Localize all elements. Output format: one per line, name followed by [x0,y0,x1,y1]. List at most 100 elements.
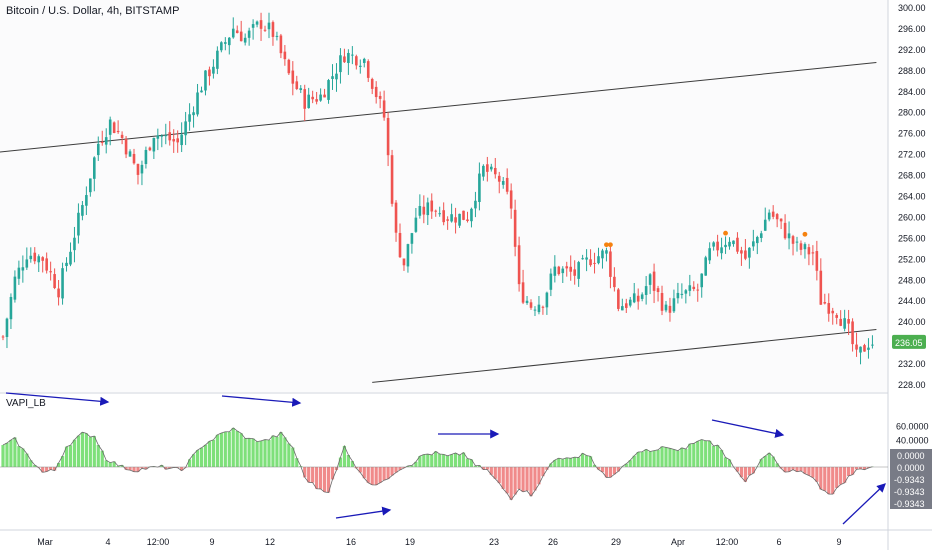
last-price-tag [892,334,926,349]
candle-body [442,210,445,223]
candle-body [628,299,632,306]
price-tick-label: 264.00 [898,192,926,202]
price-tick-label: 296.00 [898,24,926,34]
candle-body [192,112,195,116]
candle-body [557,266,561,275]
candle-body [517,245,521,285]
candle-body [648,274,652,285]
candle-body [466,219,469,222]
time-tick-label: 12 [265,537,275,547]
candle-body [656,288,660,293]
value-tag-label: -0.9343 [894,487,925,497]
candle-body [775,214,779,220]
candle-body [831,310,835,314]
candle-body [624,303,628,308]
candle-body [601,250,604,259]
candle-body [736,237,739,252]
value-tag-label: 0.0000 [897,463,925,473]
candle-body [716,241,719,251]
price-tick-label: 284.00 [898,87,926,97]
candle-body [458,213,461,226]
candle-body [339,55,342,73]
candle-body [791,236,795,244]
candle-body [803,244,807,250]
candle-body [283,51,287,60]
candle-body [617,289,620,309]
price-axis: 300.00 296.00 292.00 288.00 284.00 280.00 276.… [890,3,932,509]
candle-body [243,37,247,43]
candle-body [446,219,449,221]
candle-body [632,293,636,303]
candle-body [847,319,850,324]
signal-dot [802,231,808,237]
candle-body [17,267,21,279]
candle-body [573,269,576,276]
candle-body [859,346,862,353]
candle-body [525,300,529,304]
time-tick-label: 9 [209,537,214,547]
candle-body [799,243,803,250]
candle-body [271,22,275,37]
candle-body [767,212,771,220]
candle-body [386,117,390,156]
candle-body [85,195,88,206]
price-tick-label: 248.00 [898,275,926,285]
candle-body [636,295,640,302]
candle-body [227,37,231,46]
candle-body [565,266,569,269]
candle-body [553,266,557,276]
candle-body [176,138,179,143]
candle-body [327,80,330,100]
trend-line [372,329,877,383]
candle-body [160,135,164,137]
candle-body [438,213,441,215]
value-tag [890,485,932,497]
candle-body [410,233,414,244]
candle-body [581,258,584,260]
candle-body [188,114,191,122]
candle-body [545,292,549,308]
candle-body [418,206,422,216]
candle-body [255,21,259,25]
candle-body [124,138,128,155]
candle-body [275,35,279,37]
candle-body [640,294,644,299]
candle-body [783,222,787,239]
candle-body [843,318,846,329]
price-tick-label: 232.00 [898,359,926,369]
candle-body [65,262,68,267]
candle-body [533,309,537,311]
candle-body [96,143,100,156]
candle-body [220,42,223,51]
candle-body [597,256,600,264]
candle-body [470,208,473,222]
candle-body [9,296,13,320]
candle-body [311,96,314,100]
candle-body [251,24,255,28]
candle-body [382,100,386,118]
candle-body [732,240,735,245]
price-tick-label: 288.00 [898,66,926,76]
price-tick-label: 272.00 [898,150,926,160]
candle-body [231,28,235,38]
candle-body [200,90,203,93]
candle-body [212,66,215,74]
candle-body [454,217,457,223]
candle-body [839,318,842,326]
candle-body [362,58,366,63]
candle-body [505,177,509,192]
candle-body [807,247,811,255]
candle-body [247,30,251,38]
candle-body [422,206,426,215]
last-price-label: 236.05 [895,338,923,348]
candle-body [335,73,338,80]
candle-body [676,292,680,299]
candle-body [29,255,33,260]
candle-body [196,92,199,115]
candle-body [1,336,5,338]
candle-body [366,61,370,78]
candle-body [696,289,700,291]
candle-body [700,273,704,288]
time-tick-label: 12:00 [716,537,739,547]
